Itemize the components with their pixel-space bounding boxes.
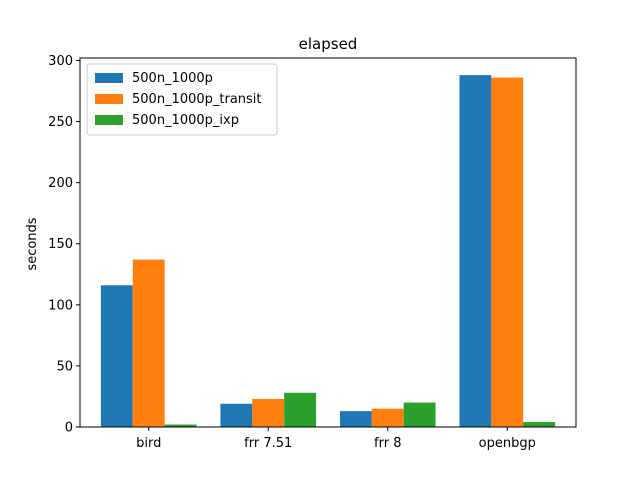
x-tick-label: frr 7.51 bbox=[244, 436, 292, 451]
x-tick-label: openbgp bbox=[479, 436, 536, 451]
x-tick-label: frr 8 bbox=[374, 436, 401, 451]
legend-label: 500n_1000p bbox=[132, 71, 213, 86]
chart-title: elapsed bbox=[299, 35, 358, 53]
y-tick-label: 50 bbox=[56, 359, 73, 374]
bar-frr-7-51-series-1 bbox=[220, 403, 253, 427]
y-tick-label: 0 bbox=[65, 421, 73, 436]
bars-group bbox=[100, 75, 556, 427]
bar-bird-series-1 bbox=[100, 285, 133, 427]
y-axis-label: seconds bbox=[25, 217, 40, 270]
y-tick-label: 300 bbox=[48, 54, 73, 69]
legend-label: 500n_1000p_ixp bbox=[132, 113, 239, 128]
legend-swatch bbox=[95, 115, 123, 125]
bar-openbgp-series-3 bbox=[523, 422, 556, 427]
legend: 500n_1000p 500n_1000p_transit 500n_1000p_i… bbox=[86, 63, 278, 136]
y-tick-label: 100 bbox=[48, 298, 73, 313]
bar-frr-8-series-1 bbox=[339, 411, 372, 427]
legend-swatch bbox=[95, 73, 123, 83]
bar-openbgp-series-2 bbox=[491, 77, 524, 427]
bar-frr-7-51-series-3 bbox=[284, 392, 317, 427]
legend-label: 500n_1000p_transit bbox=[132, 92, 262, 107]
axes-group: 0 50 100 150 200 250 300 bird frr 7.51 frr 8 openb… bbox=[48, 54, 577, 451]
bar-frr-8-series-2 bbox=[371, 408, 404, 427]
legend-box bbox=[86, 63, 278, 136]
y-tick-label: 250 bbox=[48, 115, 73, 130]
bar-bird-series-2 bbox=[132, 259, 165, 427]
x-tick-label: bird bbox=[136, 436, 161, 451]
bar-bird-series-3 bbox=[164, 424, 197, 427]
plot-frame bbox=[79, 57, 577, 428]
bar-frr-7-51-series-2 bbox=[252, 398, 285, 427]
bar-openbgp-series-1 bbox=[459, 75, 492, 427]
y-tick-label: 150 bbox=[48, 237, 73, 252]
y-tick-label: 200 bbox=[48, 176, 73, 191]
legend-swatch bbox=[95, 94, 123, 104]
bar-frr-8-series-3 bbox=[403, 402, 436, 427]
